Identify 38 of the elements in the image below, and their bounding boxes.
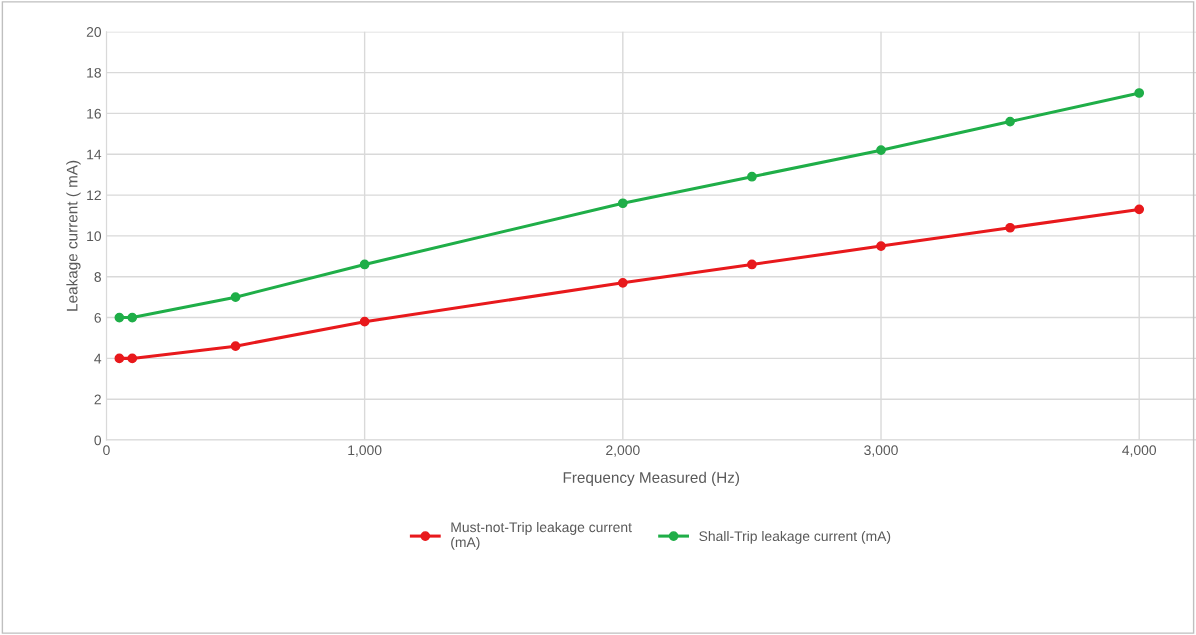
point bbox=[127, 312, 138, 323]
point bbox=[747, 171, 757, 182]
point bbox=[114, 353, 125, 364]
y-tick-label: 12 bbox=[87, 190, 101, 201]
point bbox=[230, 341, 241, 352]
y-tick-label: 18 bbox=[87, 67, 101, 78]
y-tick-label: 4 bbox=[94, 353, 102, 364]
y-tick-label: 0 bbox=[94, 435, 102, 446]
y-tick-label: 16 bbox=[87, 108, 101, 119]
legend-label: Must-not-Trip leakage current (mA) bbox=[451, 521, 632, 550]
y-tick-label: 14 bbox=[87, 149, 102, 160]
point bbox=[617, 277, 628, 288]
point bbox=[114, 312, 125, 323]
point bbox=[1005, 222, 1015, 233]
point bbox=[747, 259, 757, 270]
point bbox=[1005, 116, 1015, 127]
y-tick-label: 6 bbox=[94, 312, 101, 323]
y-tick-label: 10 bbox=[87, 231, 102, 242]
x-tick-label: 4,000 bbox=[1122, 445, 1157, 457]
x-tick-label: 2,000 bbox=[606, 445, 640, 457]
y-axis-title: Leakage current ( mA) bbox=[66, 160, 81, 311]
x-tick-label: 3,000 bbox=[864, 445, 898, 457]
x-tick-label: 0 bbox=[103, 445, 110, 456]
point bbox=[359, 259, 370, 270]
x-axis-title: Frequency Measured (Hz) bbox=[563, 471, 740, 486]
y-tick-label: 2 bbox=[94, 394, 101, 405]
point bbox=[617, 198, 628, 209]
point bbox=[1134, 88, 1145, 98]
point bbox=[876, 145, 886, 156]
y-tick-label: 20 bbox=[86, 27, 102, 37]
point bbox=[359, 316, 370, 327]
point bbox=[1134, 204, 1145, 215]
x-tick-label: 1,000 bbox=[348, 445, 382, 457]
y-tick-label: 8 bbox=[94, 272, 101, 282]
point bbox=[876, 241, 886, 251]
point bbox=[127, 353, 138, 364]
point bbox=[230, 292, 241, 303]
legend-label: Shall-Trip leakage current (mA) bbox=[699, 530, 891, 544]
